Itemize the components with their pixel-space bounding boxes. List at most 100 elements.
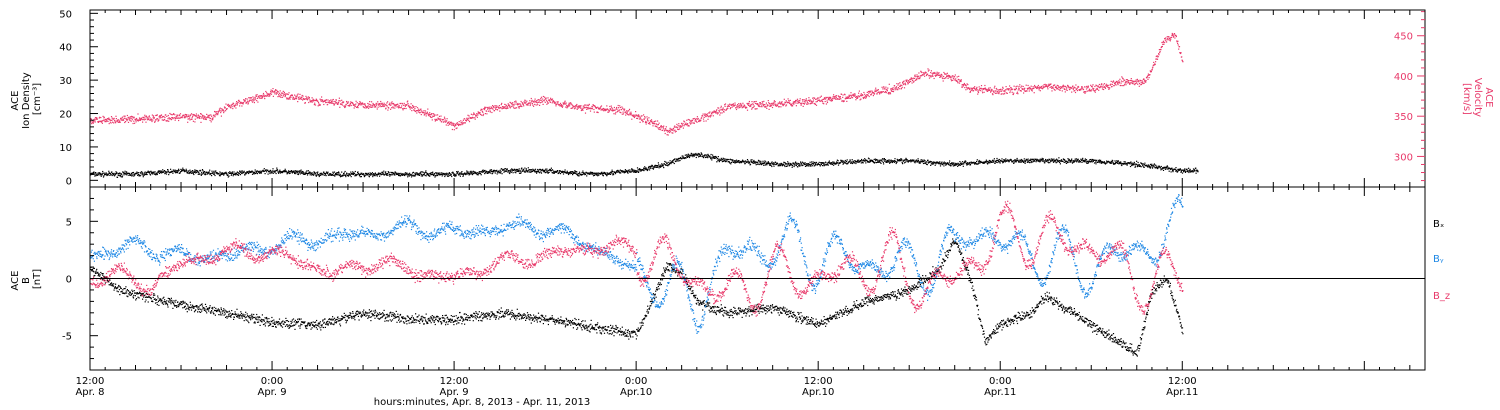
data-point [1118, 161, 1121, 163]
data-point [605, 173, 607, 175]
data-point [613, 109, 615, 112]
data-point [543, 169, 545, 171]
data-point [833, 161, 835, 163]
data-point [211, 170, 213, 172]
data-point [596, 173, 598, 175]
data-point [769, 164, 771, 166]
data-point [396, 106, 398, 108]
data-point [371, 104, 373, 106]
data-point [854, 93, 856, 95]
data-point [774, 103, 776, 105]
data-point [925, 161, 927, 163]
data-point [696, 154, 698, 157]
data-point [461, 121, 463, 123]
data-point [515, 170, 517, 172]
data-point [355, 175, 357, 177]
data-point [345, 174, 347, 176]
data-point [774, 105, 777, 107]
data-point [323, 103, 325, 106]
data-point [1015, 160, 1017, 162]
data-point [1184, 171, 1187, 173]
data-point [663, 167, 665, 169]
data-point [311, 101, 314, 103]
data-point [862, 160, 864, 162]
data-point [207, 114, 209, 116]
data-point [198, 173, 200, 175]
data-point [498, 107, 500, 109]
data-point [368, 106, 370, 108]
data-point [575, 171, 577, 173]
data-point [514, 171, 516, 173]
data-point [970, 161, 972, 163]
data-point [899, 159, 901, 161]
data-point [723, 110, 725, 112]
data-point [418, 173, 420, 175]
data-point [480, 108, 482, 110]
data-point [767, 100, 769, 102]
data-point [240, 170, 242, 172]
data-point [390, 172, 392, 174]
data-point [606, 172, 609, 174]
data-point [211, 117, 213, 119]
data-point [197, 116, 199, 118]
data-point [849, 97, 851, 99]
data-point [297, 170, 299, 172]
data-point [1037, 160, 1039, 162]
data-point [761, 101, 763, 103]
data-point [546, 170, 548, 172]
data-point [1162, 167, 1164, 169]
data-point [746, 161, 748, 164]
data-point [600, 172, 602, 175]
data-point [413, 109, 415, 111]
data-point [1141, 163, 1143, 165]
data-point [132, 122, 134, 125]
data-point [366, 107, 368, 109]
data-point [649, 167, 651, 169]
data-point [98, 173, 100, 175]
data-point [279, 90, 281, 92]
data-point [1129, 163, 1131, 165]
data-point [862, 94, 864, 96]
data-point [361, 102, 364, 104]
data-point [386, 174, 388, 176]
data-point [885, 161, 887, 163]
data-point [588, 172, 590, 174]
data-point [225, 171, 227, 173]
data-point [827, 99, 829, 101]
data-point [949, 163, 951, 165]
data-point [713, 157, 716, 159]
data-point [93, 171, 95, 173]
data-point [745, 107, 747, 109]
data-point [416, 174, 418, 176]
data-point [167, 120, 169, 122]
data-point [147, 170, 149, 172]
data-point [194, 170, 196, 172]
data-point [443, 121, 445, 123]
data-point [361, 103, 363, 105]
data-point [736, 106, 738, 108]
data-point [659, 129, 661, 131]
data-point [886, 159, 888, 162]
data-point [409, 106, 411, 108]
data-point [518, 172, 521, 174]
data-point [806, 100, 808, 102]
data-point [289, 96, 291, 98]
data-point [112, 174, 114, 176]
data-point [174, 119, 176, 121]
data-point [540, 171, 542, 173]
data-point [297, 173, 299, 176]
data-point [373, 173, 375, 176]
data-point [780, 103, 782, 105]
data-point [115, 115, 117, 117]
data-point [448, 175, 450, 177]
data-point [330, 173, 332, 175]
data-point [93, 118, 95, 120]
data-point [119, 173, 121, 175]
data-point [141, 119, 143, 121]
data-point [633, 116, 636, 119]
data-point [485, 110, 488, 112]
data-point [742, 102, 744, 104]
data-point [770, 163, 772, 165]
data-point [146, 171, 148, 174]
data-point [146, 119, 149, 121]
